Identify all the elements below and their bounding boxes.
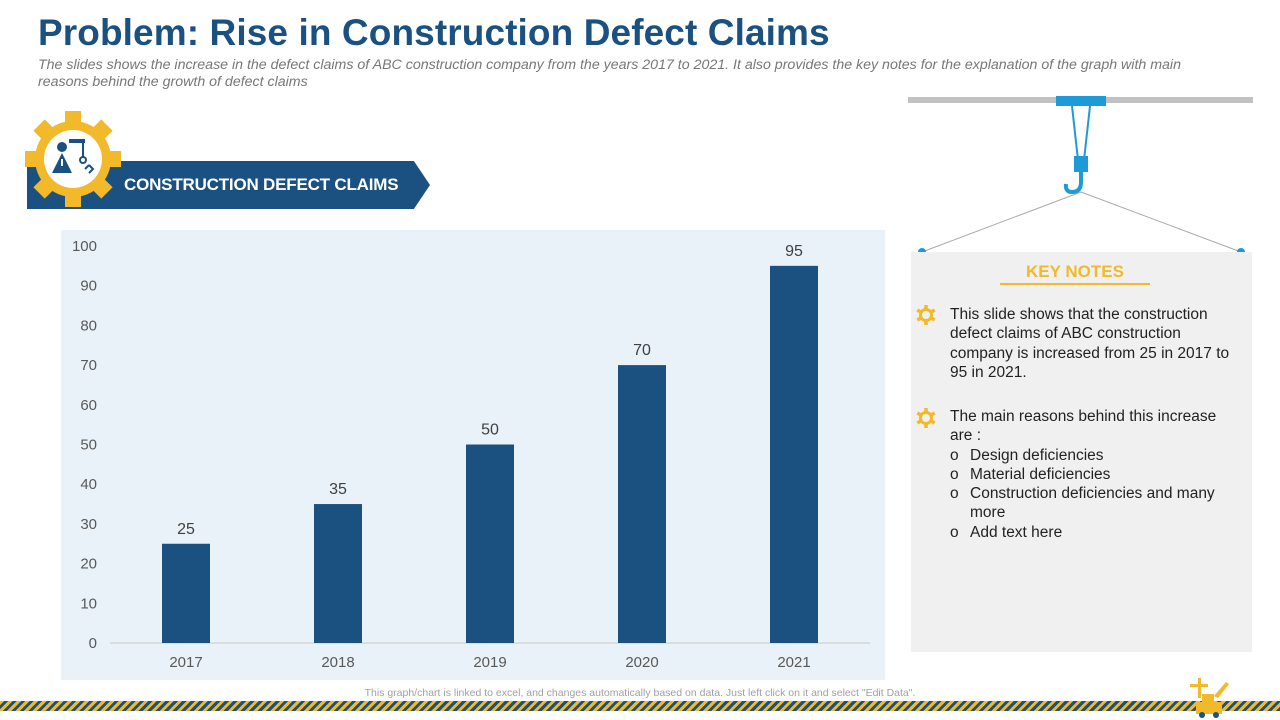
y-tick-label: 80: [80, 317, 97, 334]
list-item: Construction deficiencies and many more: [950, 484, 1235, 523]
bar: [162, 543, 210, 643]
data-label: 95: [785, 243, 803, 260]
key-notes-title: KEY NOTES: [1000, 262, 1150, 285]
bar: [314, 504, 362, 643]
page-subtitle: The slides shows the increase in the def…: [38, 57, 1181, 90]
bar: [466, 444, 514, 643]
list-item: Design deficiencies: [950, 446, 1235, 466]
y-tick-label: 0: [89, 635, 97, 652]
y-tick-label: 40: [80, 476, 97, 493]
x-tick-label: 2017: [169, 654, 202, 671]
data-label: 25: [177, 521, 195, 538]
x-tick-label: 2021: [777, 654, 810, 671]
list-item: Add text here: [950, 523, 1235, 543]
crane-hook-icon: [918, 105, 1245, 256]
key-note-2-text: The main reasons behind this increase ar…: [950, 408, 1217, 445]
reasons-list: Design deficiencies Material deficiencie…: [950, 446, 1235, 543]
data-label: 35: [329, 481, 347, 498]
gear-bullet-icon: [916, 408, 936, 428]
y-tick-label: 60: [80, 397, 97, 414]
y-tick-label: 50: [80, 437, 97, 454]
key-note-1-text: This slide shows that the construction d…: [950, 306, 1230, 381]
page-title: Problem: Rise in Construction Defect Cla…: [38, 12, 830, 53]
bar: [618, 365, 666, 643]
y-tick-label: 90: [80, 278, 97, 295]
y-tick-label: 100: [72, 238, 97, 255]
data-label: 50: [481, 422, 499, 439]
key-note-2: The main reasons behind this increase ar…: [950, 407, 1235, 542]
crane-trolley: [1056, 96, 1106, 106]
banner-label: CONSTRUCTION DEFECT CLAIMS: [124, 175, 399, 194]
excavator-icon: [1190, 678, 1229, 718]
gear-bullet-icon: [916, 305, 936, 325]
x-tick-label: 2019: [473, 654, 506, 671]
key-note-1: This slide shows that the construction d…: [950, 305, 1235, 382]
footer-note: This graph/chart is linked to excel, and…: [364, 687, 916, 699]
list-item: Material deficiencies: [950, 465, 1235, 485]
x-tick-label: 2020: [625, 654, 658, 671]
claims-bar-chart[interactable]: 0 10 20 30 40 50 60 70 80 90 100 25 2017 35 2018 50 2019…: [61, 230, 885, 680]
footer-stripe: [0, 701, 1280, 711]
y-tick-label: 30: [80, 516, 97, 533]
y-tick-label: 20: [80, 556, 97, 573]
y-tick-label: 70: [80, 357, 97, 374]
construction-gear-icon: [24, 110, 122, 208]
y-tick-label: 10: [80, 595, 97, 612]
data-label: 70: [633, 342, 651, 359]
bar: [770, 265, 818, 643]
x-tick-label: 2018: [321, 654, 354, 671]
